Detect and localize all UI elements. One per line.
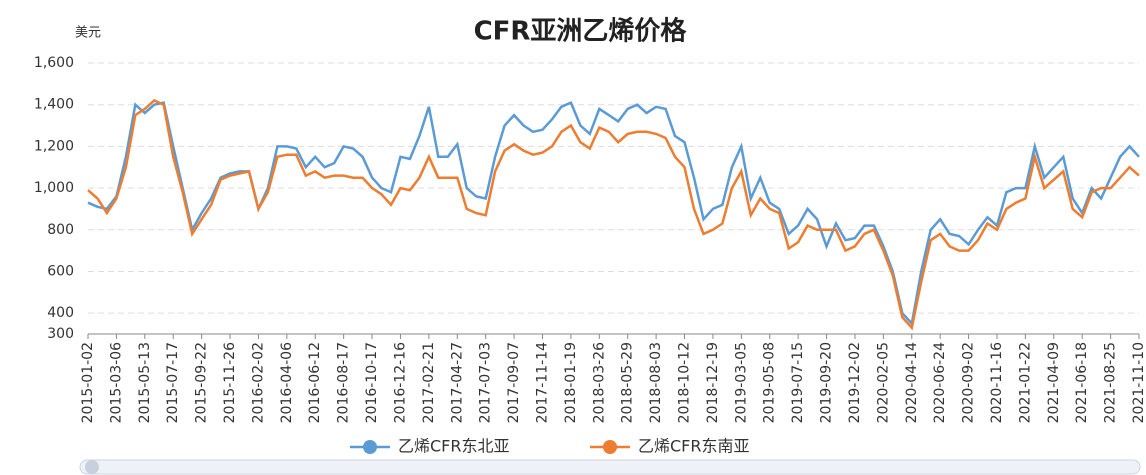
x-tick-label: 2016-06-12 bbox=[307, 342, 323, 423]
x-tick-label: 2016-08-17 bbox=[336, 342, 352, 423]
x-tick-label: 2020-09-02 bbox=[961, 342, 977, 423]
legend-label: 乙烯CFR东南亚 bbox=[638, 437, 750, 456]
x-tick-label: 2017-07-03 bbox=[478, 342, 494, 423]
x-tick-label: 2017-04-27 bbox=[449, 342, 465, 423]
x-tick-label: 2021-01-22 bbox=[1017, 342, 1033, 423]
legend-marker bbox=[603, 440, 617, 454]
chart-title: CFR亚洲乙烯价格 bbox=[474, 16, 688, 47]
x-tick-label: 2018-08-03 bbox=[648, 342, 664, 423]
x-tick-label: 2018-05-29 bbox=[620, 342, 636, 423]
y-tick-label: 1,200 bbox=[34, 138, 74, 154]
y-tick-label: 1,000 bbox=[34, 180, 74, 196]
legend-marker bbox=[363, 440, 377, 454]
x-tick-label: 2018-12-19 bbox=[705, 342, 721, 423]
x-tick-label: 2021-06-18 bbox=[1074, 342, 1090, 423]
x-tick-label: 2021-11-10 bbox=[1131, 342, 1146, 423]
x-tick-label: 2015-03-06 bbox=[108, 342, 124, 423]
x-tick-label: 2016-10-17 bbox=[364, 342, 380, 423]
x-tick-label: 2018-01-19 bbox=[563, 342, 579, 423]
legend-label: 乙烯CFR东北亚 bbox=[398, 437, 510, 456]
y-axis-label: 美元 bbox=[75, 26, 101, 41]
y-tick-label: 800 bbox=[47, 222, 74, 238]
y-tick-label: 300 bbox=[47, 326, 74, 342]
x-tick-label: 2020-11-16 bbox=[989, 342, 1005, 423]
series-line bbox=[87, 99, 1140, 331]
y-tick-label: 1,400 bbox=[34, 97, 74, 113]
x-tick-label: 2017-11-14 bbox=[534, 342, 550, 423]
x-tick-label: 2015-07-17 bbox=[165, 342, 181, 423]
x-tick-label: 2015-05-13 bbox=[137, 342, 153, 423]
x-tick-label: 2019-07-15 bbox=[790, 342, 806, 423]
x-tick-label: 2016-04-06 bbox=[279, 342, 295, 423]
zoom-handle[interactable] bbox=[85, 460, 99, 474]
x-tick-label: 2020-04-14 bbox=[904, 342, 920, 423]
x-tick-label: 2015-09-22 bbox=[194, 342, 210, 423]
zoom-slider[interactable] bbox=[79, 459, 1141, 475]
x-tick-label: 2021-08-25 bbox=[1103, 342, 1119, 423]
x-tick-label: 2017-09-07 bbox=[506, 342, 522, 423]
x-tick-label: 2019-03-05 bbox=[733, 342, 749, 423]
x-tick-label: 2018-03-26 bbox=[591, 342, 607, 423]
x-tick-label: 2019-09-20 bbox=[819, 342, 835, 423]
x-tick-label: 2019-12-02 bbox=[847, 342, 863, 423]
x-tick-label: 2015-01-02 bbox=[80, 342, 96, 423]
x-tick-label: 2021-04-09 bbox=[1046, 342, 1062, 423]
x-tick-label: 2016-02-02 bbox=[250, 342, 266, 423]
x-tick-label: 2019-05-08 bbox=[762, 342, 778, 423]
y-tick-label: 600 bbox=[47, 263, 74, 279]
y-tick-label: 1,600 bbox=[34, 55, 74, 71]
y-tick-label: 400 bbox=[47, 305, 74, 321]
x-tick-label: 2018-10-12 bbox=[677, 342, 693, 423]
x-tick-label: 2015-11-26 bbox=[222, 342, 238, 423]
x-tick-label: 2016-12-16 bbox=[392, 342, 408, 423]
x-tick-label: 2017-02-21 bbox=[421, 342, 437, 423]
x-tick-label: 2020-06-24 bbox=[932, 342, 948, 423]
x-tick-label: 2020-02-05 bbox=[875, 342, 891, 423]
